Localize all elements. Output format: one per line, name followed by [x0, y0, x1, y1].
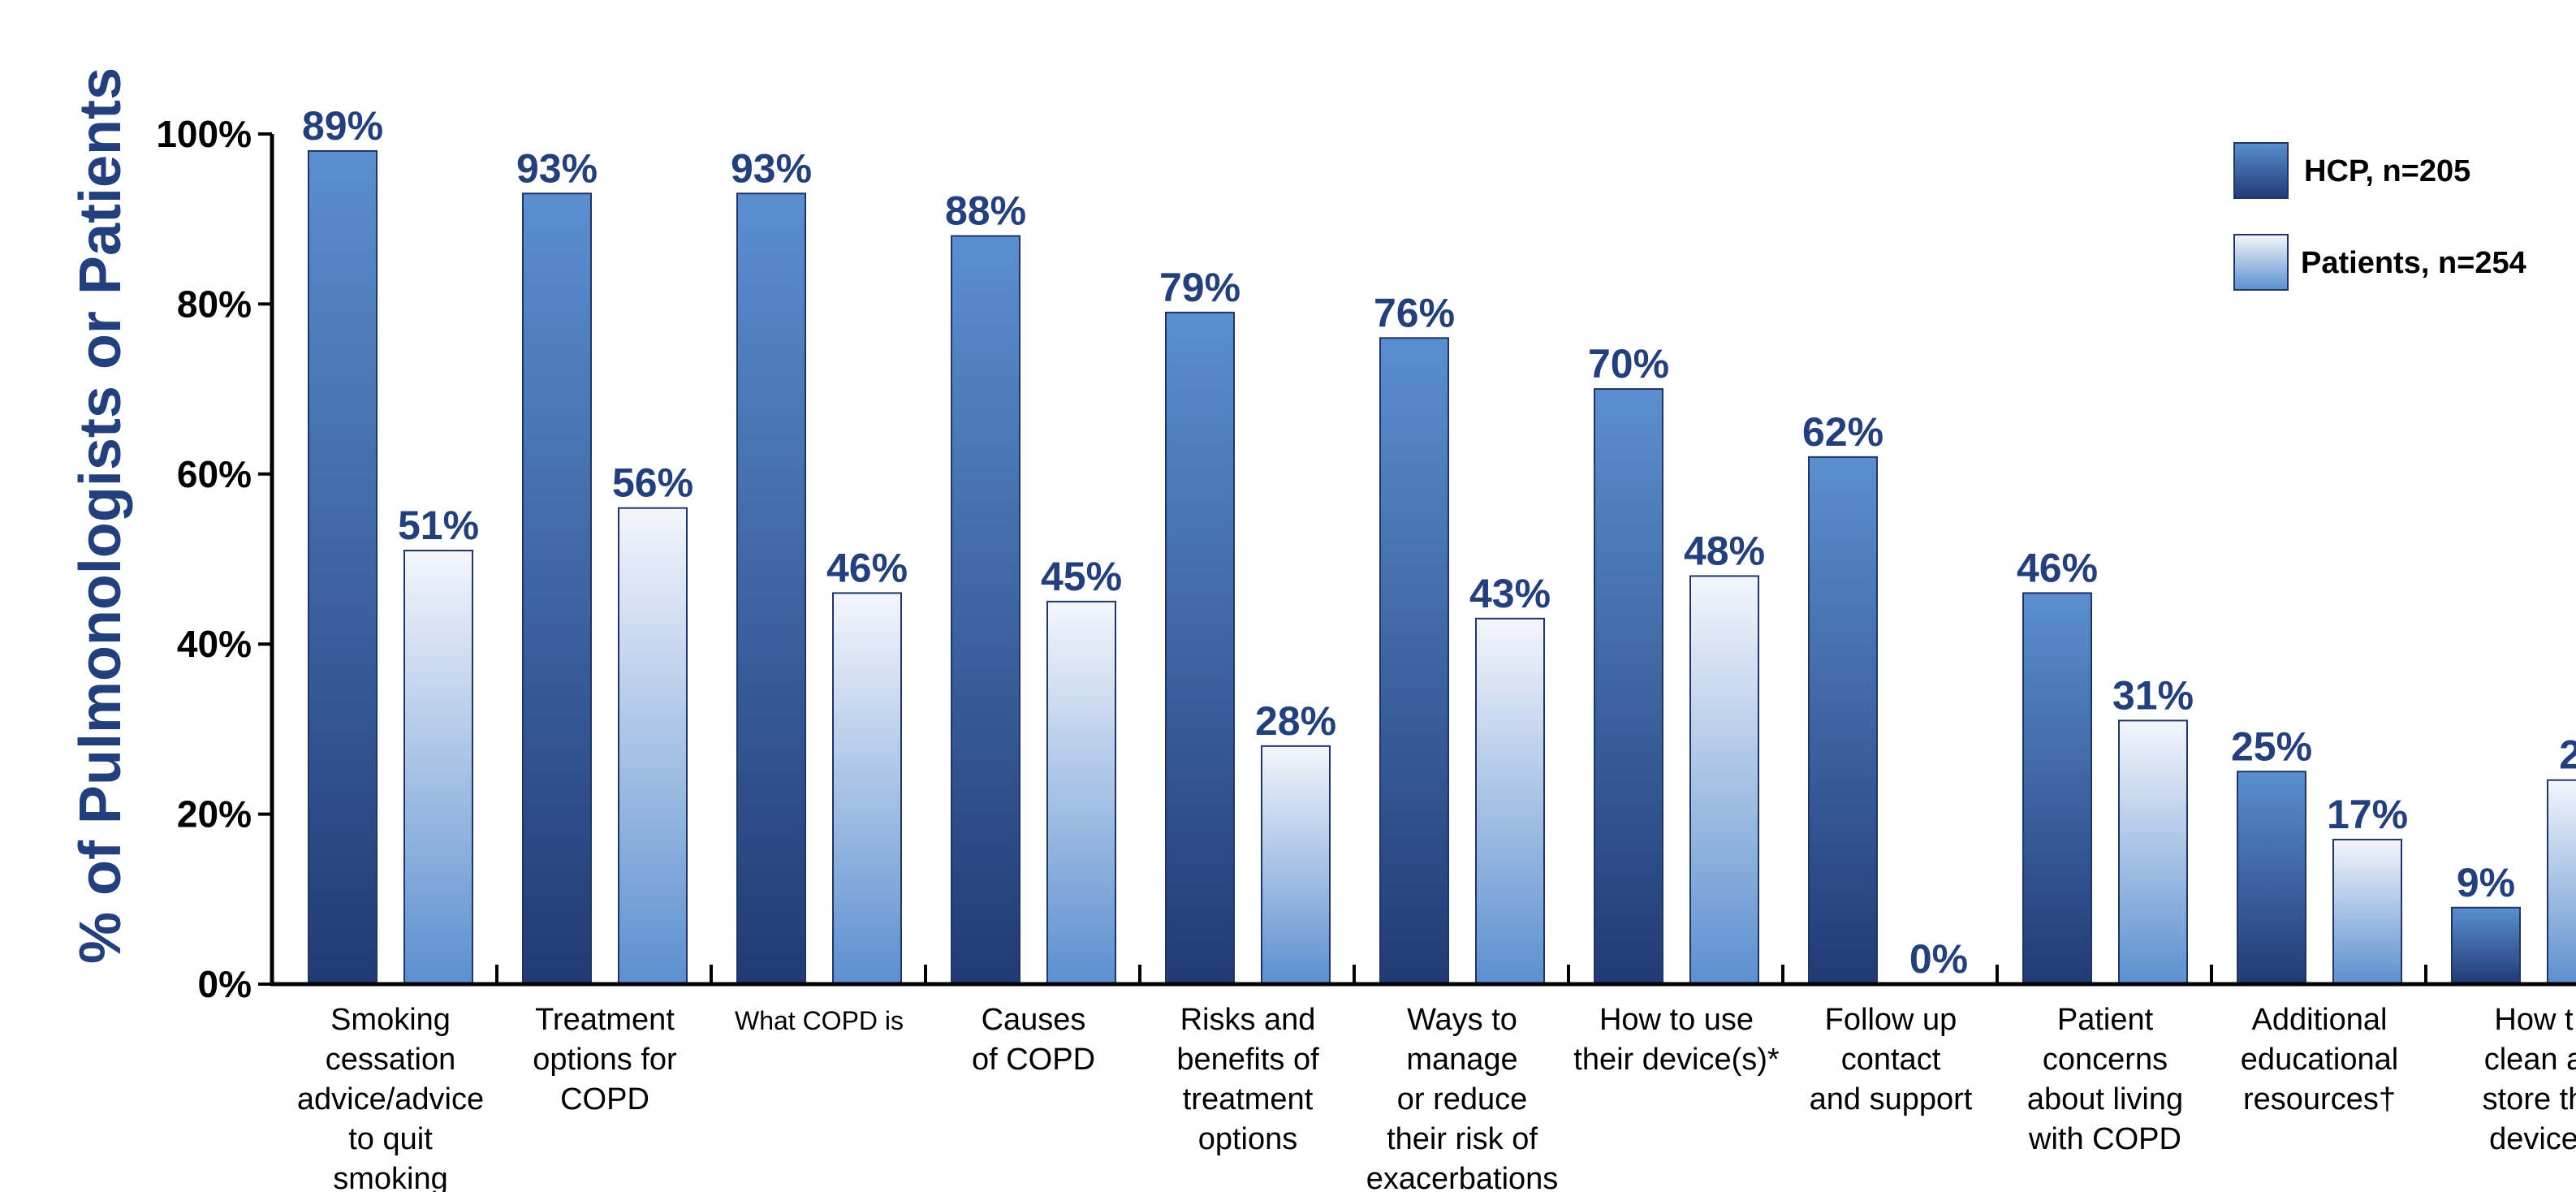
x-category-label: Smoking cessation advice/advice to quit smok…	[297, 1003, 484, 1192]
x-category-label: How to use their device(s)*	[1573, 1003, 1780, 1077]
bar-patients	[832, 592, 902, 985]
data-label-patients: 28%	[1255, 698, 1336, 744]
x-category-label: Treatment options for COPD	[533, 1003, 677, 1116]
data-label-hcp: 46%	[2017, 545, 2098, 590]
y-tick-label: 80%	[177, 283, 252, 325]
bar-hcp	[736, 192, 806, 986]
bar-hcp	[522, 192, 592, 986]
bar-hcp	[308, 149, 378, 986]
data-label-patients: 46%	[826, 545, 908, 590]
bar-hcp	[2237, 771, 2306, 985]
data-label-patients: 56%	[612, 460, 693, 506]
data-label-hcp: 70%	[1588, 341, 1669, 387]
y-axis-ticks: 0% 20% 40% 60% 80% 100%	[156, 113, 272, 1005]
data-label-hcp: 25%	[2231, 723, 2312, 769]
bar-hcp	[2022, 592, 2092, 985]
y-tick-label: 20%	[177, 793, 252, 836]
legend-label-patients: Patients, n=254	[2301, 246, 2526, 280]
bar-hcp	[1379, 337, 1449, 985]
y-tick-label: 60%	[177, 453, 252, 495]
legend-label-hcp: HCP, n=205	[2304, 154, 2470, 188]
y-tick-label: 100%	[156, 113, 252, 155]
legend-swatch-hcp	[2233, 142, 2289, 199]
data-label-hcp: 93%	[516, 145, 598, 191]
data-label-patients: 31%	[2112, 672, 2194, 718]
x-category-label: Patient concerns about living with COPD	[2027, 1003, 2183, 1156]
data-label-patients: 51%	[398, 503, 479, 548]
data-label-hcp: 88%	[945, 188, 1026, 234]
bars	[308, 149, 2576, 986]
data-label-patients: 43%	[1469, 571, 1551, 616]
bar-patients	[2547, 779, 2576, 985]
bar-hcp	[1808, 456, 1878, 985]
bar-hcp	[2451, 906, 2521, 986]
legend-swatch-patients	[2233, 234, 2289, 291]
data-label-patients: 24	[2559, 732, 2576, 778]
bar-patients	[1261, 745, 1331, 986]
x-category-label: Risks and benefits of treatment options	[1176, 1003, 1319, 1156]
bar-patients	[2118, 719, 2188, 985]
bar-patients	[1046, 600, 1116, 985]
bar-hcp	[1594, 388, 1663, 986]
bar-patients	[403, 550, 473, 985]
data-label-hcp: 62%	[1802, 409, 1883, 455]
data-label-patients: 48%	[1684, 528, 1765, 573]
x-category-label: How t clean a store th device	[2483, 1003, 2576, 1156]
data-label-hcp: 76%	[1374, 290, 1455, 335]
x-category-label: Additional educational resources†	[2241, 1003, 2398, 1116]
data-label-patients: 0%	[1909, 936, 1968, 982]
x-category-label: Causes of COPD	[972, 1003, 1095, 1077]
data-label-hcp: 93%	[731, 145, 812, 191]
bar-patients	[1475, 617, 1545, 985]
legend: HCP, n=205 Patients, n=254	[2233, 142, 2526, 291]
y-tick-label: 40%	[177, 623, 252, 665]
data-label-hcp: 89%	[302, 103, 383, 149]
x-category-label: Ways to manage or reduce their risk of exace…	[1366, 1003, 1559, 1192]
bar-patients	[618, 507, 688, 985]
data-label-hcp: 9%	[2457, 860, 2515, 905]
y-axis-label: % of Pulmonologists or Patients	[68, 67, 133, 964]
bar-patients	[1689, 575, 1759, 985]
x-axis-categories: Smoking cessation advice/advice to quit smok…	[297, 1003, 2576, 1192]
data-label-hcp: 79%	[1159, 265, 1241, 310]
bar-patients	[2332, 839, 2402, 986]
data-label-patients: 17%	[2327, 792, 2408, 837]
bar-hcp	[951, 235, 1020, 985]
value-labels: 89% 51% 93% 56% 93% 46% 88% 45% 79% 28% 76% 43% 70% 4…	[302, 103, 2576, 982]
bar-hcp	[1165, 311, 1235, 985]
x-category-label: What COPD is	[735, 1006, 904, 1035]
y-tick-label: 0%	[198, 963, 252, 1005]
data-label-patients: 45%	[1041, 554, 1122, 599]
x-category-label: Follow up contact and support	[1810, 1003, 1973, 1116]
